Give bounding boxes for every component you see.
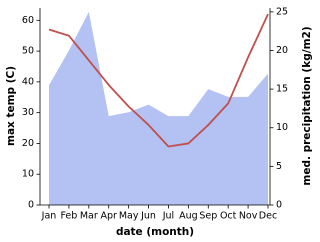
- x-tick-label: Dec: [259, 211, 277, 222]
- y-axis-title: max temp (C): [5, 66, 17, 146]
- y2-axis-title: med. precipitation (kg/m2): [301, 26, 313, 185]
- y2-tick-label: 20: [276, 45, 288, 56]
- precipitation-area: [49, 11, 268, 205]
- y-tick-label: 40: [22, 76, 34, 87]
- y-tick-label: 30: [22, 107, 34, 118]
- y2-tick-label: 5: [276, 161, 282, 172]
- x-tick-label: Feb: [60, 211, 77, 222]
- y-tick-label: 10: [22, 169, 34, 180]
- x-tick-label: Jun: [140, 211, 156, 222]
- x-tick-label: Nov: [239, 211, 258, 222]
- y-tick-label: 50: [22, 46, 34, 57]
- y-tick-label: 60: [22, 15, 34, 26]
- temperature-line: [48, 13, 269, 148]
- x-tick-label: Apr: [101, 211, 118, 222]
- x-tick-label: Aug: [179, 211, 198, 222]
- y2-tick-label: 10: [276, 122, 288, 133]
- y-tick-label: 20: [22, 138, 34, 149]
- x-tick-label: Mar: [80, 211, 98, 222]
- x-tick-label: Sep: [199, 211, 217, 222]
- y2-tick-label: 0: [276, 200, 282, 211]
- y2-tick-label: 25: [276, 6, 288, 17]
- y2-tick-label: 15: [276, 84, 288, 95]
- x-axis-title: date (month): [116, 226, 194, 238]
- x-tick-label: Oct: [220, 211, 237, 222]
- x-tick-label: Jul: [162, 211, 174, 222]
- x-tick-label: May: [119, 211, 139, 222]
- y-tick-label: 0: [28, 200, 34, 211]
- x-tick-label: Jan: [41, 211, 57, 222]
